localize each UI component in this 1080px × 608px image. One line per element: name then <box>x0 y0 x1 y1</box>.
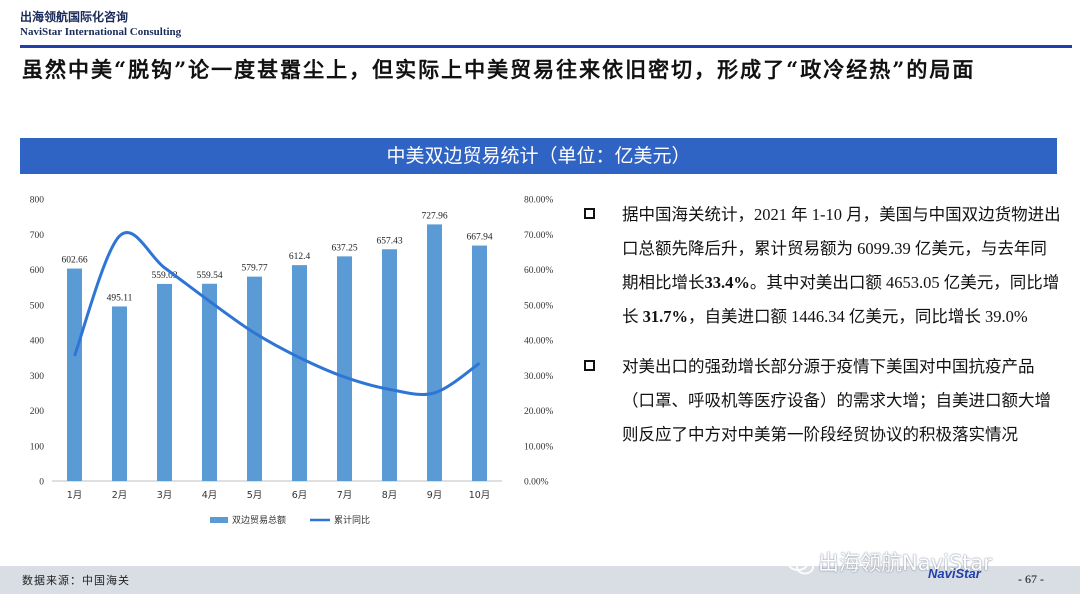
category-tick-label: 4月 <box>202 490 218 501</box>
bar-data-label: 579.77 <box>241 264 267 274</box>
bullet-highlight: 33.4% <box>704 273 750 292</box>
category-tick-label: 6月 <box>292 490 308 501</box>
legend-label: 双边贸易总额 <box>232 514 286 526</box>
bullet-text: 据中国海关统计，2021 年 1-10 月，美国与中国双边货物进出口总额先降后升… <box>622 205 1061 326</box>
bar-data-label: 602.66 <box>61 256 87 266</box>
bar <box>292 265 307 481</box>
bar-data-label: 637.25 <box>331 243 357 253</box>
bullet-run: 对美出口的强劲增长部分源于疫情下美国对中国抗疫产品（口罩、呼吸机等医疗设备）的需… <box>622 357 1051 444</box>
bullet-item: 对美出口的强劲增长部分源于疫情下美国对中国抗疫产品（口罩、呼吸机等医疗设备）的需… <box>582 350 1062 452</box>
category-tick-label: 9月 <box>427 490 443 501</box>
category-tick-label: 7月 <box>337 490 353 501</box>
right-axis-tick-label: 20.00% <box>524 407 553 417</box>
square-bullet-icon <box>584 208 595 219</box>
footer-bar <box>0 566 1080 594</box>
right-axis-tick-label: 10.00% <box>524 442 553 452</box>
left-axis-tick-label: 300 <box>30 372 45 382</box>
left-axis-tick-label: 800 <box>30 196 45 206</box>
left-axis-tick-label: 400 <box>30 337 45 347</box>
left-axis-tick-label: 500 <box>30 301 45 311</box>
data-source: 数据来源：中国海关 <box>22 574 130 587</box>
watermark: 出海领航NaviStar <box>818 551 992 575</box>
slide-headline: 虽然中美“脱钩”论一度甚嚣尘上，但实际上中美贸易往来依旧密切，形成了“政冷经热”… <box>22 57 976 82</box>
left-axis-tick-label: 0 <box>39 478 44 488</box>
bar-data-label: 559.03 <box>151 271 177 281</box>
bar <box>202 283 217 481</box>
bar <box>157 283 172 481</box>
right-axis-tick-label: 80.00% <box>524 196 553 206</box>
bar <box>112 306 127 481</box>
bar-data-label: 559.54 <box>196 271 222 281</box>
category-tick-label: 1月 <box>67 490 83 501</box>
wechat-icon <box>787 553 814 575</box>
right-axis-tick-label: 60.00% <box>524 266 553 276</box>
left-axis-tick-label: 700 <box>30 231 45 241</box>
bar <box>67 268 82 481</box>
category-tick-label: 3月 <box>157 490 173 501</box>
bullet-run: 。其中对美出口额 4653.05 亿美元，同比增长 <box>622 273 1060 326</box>
category-tick-label: 2月 <box>112 490 128 501</box>
brand-chinese-name: 出海领航国际化咨询 <box>20 10 129 24</box>
bullet-run: 据中国海关统计，2021 年 1-10 月，美国与中国双边货物进出口总额先降后升… <box>622 205 1061 292</box>
right-axis-tick-label: 40.00% <box>524 337 553 347</box>
bar <box>337 256 352 481</box>
legend-bar-swatch <box>210 517 228 523</box>
bullet-text: 对美出口的强劲增长部分源于疫情下美国对中国抗疫产品（口罩、呼吸机等医疗设备）的需… <box>622 357 1051 444</box>
bar <box>247 276 262 481</box>
bullet-list: 据中国海关统计，2021 年 1-10 月，美国与中国双边货物进出口总额先降后升… <box>582 198 1062 452</box>
bar-data-label: 727.96 <box>421 211 447 221</box>
category-tick-label: 10月 <box>469 490 491 501</box>
right-axis-tick-label: 50.00% <box>524 301 553 311</box>
category-tick-label: 5月 <box>247 490 263 501</box>
bullet-highlight: 31.7% <box>642 307 688 326</box>
right-axis-tick-label: 30.00% <box>524 372 553 382</box>
chart-banner: 中美双边贸易统计（单位：亿美元） <box>20 138 1057 174</box>
header-rule <box>20 45 1072 48</box>
left-axis-tick-label: 600 <box>30 266 45 276</box>
category-tick-label: 8月 <box>382 490 398 501</box>
bar-data-label: 667.94 <box>466 233 492 243</box>
bullet-run: ，自美进口额 1446.34 亿美元，同比增长 39.0% <box>688 307 1028 326</box>
bar-data-label: 657.43 <box>376 236 402 246</box>
square-bullet-icon <box>584 360 595 371</box>
right-axis-tick-label: 70.00% <box>524 231 553 241</box>
series-line-cumulative-yoy <box>73 231 481 397</box>
bar <box>427 224 442 481</box>
left-axis-tick-label: 100 <box>30 442 45 452</box>
bar-data-label: 612.4 <box>289 252 311 262</box>
right-axis-tick-label: 0.00% <box>524 478 549 488</box>
page-number: - 67 - <box>1018 572 1044 586</box>
bullet-item: 据中国海关统计，2021 年 1-10 月，美国与中国双边货物进出口总额先降后升… <box>582 198 1062 334</box>
legend-label: 累计同比 <box>334 514 370 526</box>
trade-chart: 0 100 200 300 400 500 600 700 800 0.00% 10.00% 20.0… <box>30 196 554 527</box>
left-axis-tick-label: 200 <box>30 407 45 417</box>
navistar-logo: NaviStar <box>928 566 981 581</box>
bar <box>382 249 397 481</box>
brand-english-name: NaviStar International Consulting <box>20 26 182 38</box>
bar-data-label: 495.11 <box>107 293 133 303</box>
